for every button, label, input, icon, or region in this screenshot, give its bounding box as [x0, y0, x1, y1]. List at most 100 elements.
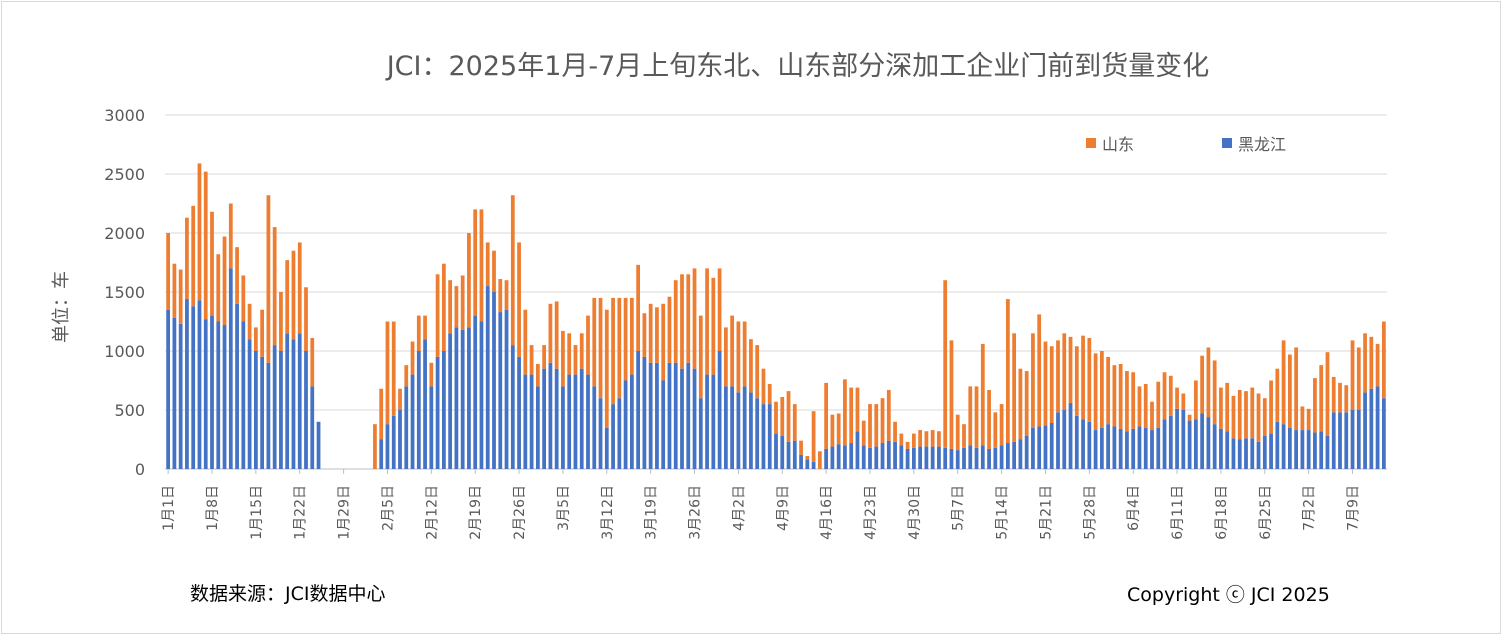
legend-item-heilongjiang: 黑龙江 — [1222, 131, 1286, 155]
bar-shandong — [460, 275, 465, 330]
y-tick-label: 1500 — [104, 283, 145, 302]
bar-heilongjiang — [1093, 430, 1098, 469]
bar-heilongjiang — [811, 461, 816, 469]
bar-heilongjiang — [592, 386, 597, 469]
bar-shandong — [692, 268, 697, 369]
x-tick-label: 6月4日 — [1126, 485, 1142, 531]
bar-shandong — [423, 315, 427, 340]
bar-shandong — [391, 321, 396, 416]
bar-heilongjiang — [1281, 424, 1286, 469]
bar-shandong — [1356, 347, 1361, 410]
bar-heilongjiang — [1287, 427, 1292, 469]
bar-shandong — [1212, 360, 1217, 425]
bar-shandong — [1018, 368, 1023, 440]
bar-heilongjiang — [1225, 431, 1230, 469]
bar-shandong — [1118, 363, 1123, 429]
bar-heilongjiang — [1300, 430, 1305, 469]
bar-heilongjiang — [611, 404, 615, 469]
bar-shandong — [1381, 321, 1386, 399]
bar-shandong — [937, 431, 941, 447]
bar-shandong — [886, 389, 891, 441]
bar-heilongjiang — [1262, 435, 1267, 469]
bar-shandong — [962, 424, 966, 448]
bar-shandong — [805, 456, 810, 460]
bar-shandong — [1275, 368, 1280, 422]
x-tick-label: 4月16日 — [819, 485, 835, 540]
bar-heilongjiang — [629, 374, 634, 469]
x-tick-label: 3月12日 — [600, 485, 616, 540]
bar-shandong — [479, 209, 484, 322]
bar-shandong — [529, 345, 534, 375]
bar-heilongjiang — [730, 386, 735, 469]
bar-shandong — [1137, 386, 1142, 427]
bar-heilongjiang — [717, 351, 722, 469]
bar-shandong — [241, 275, 246, 322]
bar-heilongjiang — [949, 448, 954, 469]
bar-heilongjiang — [253, 351, 258, 469]
bar-heilongjiang — [962, 447, 966, 469]
bar-shandong — [510, 195, 515, 346]
bar-shandong — [454, 286, 459, 328]
y-tick-label: 0 — [135, 460, 145, 479]
bar-shandong — [1187, 414, 1192, 421]
bar-shandong — [1250, 387, 1255, 439]
bar-heilongjiang — [1325, 435, 1330, 469]
bar-heilongjiang — [993, 447, 998, 469]
bar-shandong — [855, 387, 860, 432]
bar-shandong — [905, 441, 910, 449]
x-tick-label: 1月22日 — [293, 485, 309, 540]
y-tick-label: 1000 — [104, 342, 145, 361]
bar-heilongjiang — [792, 440, 797, 469]
x-tick-label: 7月2日 — [1302, 485, 1318, 531]
bar-heilongjiang — [1306, 430, 1311, 469]
bar-heilongjiang — [1081, 419, 1085, 469]
bar-heilongjiang — [799, 454, 803, 469]
bar-shandong — [604, 309, 609, 428]
bar-heilongjiang — [473, 315, 478, 469]
bar-heilongjiang — [1068, 402, 1073, 469]
bar-heilongjiang — [1049, 422, 1054, 469]
bar-shandong — [185, 217, 189, 300]
bar-shandong — [955, 414, 960, 451]
bar-shandong — [1112, 365, 1117, 427]
bar-heilongjiang — [1244, 438, 1248, 469]
bar-shandong — [1219, 387, 1223, 429]
bar-shandong — [448, 280, 453, 334]
bar-heilongjiang — [805, 459, 810, 469]
bar-shandong — [191, 205, 196, 307]
bar-heilongjiang — [272, 345, 277, 469]
bar-shandong — [554, 301, 559, 369]
x-tick-label: 4月2日 — [731, 485, 747, 531]
bar-shandong — [843, 379, 847, 446]
bar-shandong — [216, 254, 221, 322]
bar-shandong — [178, 269, 183, 324]
y-tick-label: 3000 — [104, 106, 145, 125]
bar-heilongjiang — [824, 448, 829, 469]
bar-shandong — [1313, 378, 1317, 433]
bar-heilongjiang — [523, 374, 528, 469]
bar-shandong — [291, 250, 296, 340]
bar-shandong — [548, 303, 553, 363]
bar-heilongjiang — [1331, 412, 1336, 469]
data-source: 数据来源：JCI数据中心 — [190, 583, 386, 605]
bar-shandong — [1099, 351, 1104, 428]
x-tick-label: 3月5日 — [556, 485, 572, 531]
bar-heilongjiang — [1212, 424, 1217, 469]
bar-heilongjiang — [686, 362, 691, 469]
bar-heilongjiang — [517, 356, 521, 469]
bar-heilongjiang — [385, 424, 390, 469]
bar-heilongjiang — [579, 368, 584, 469]
bar-shandong — [980, 343, 985, 446]
x-tick-label: 1月15日 — [249, 485, 265, 540]
legend-label-shandong: 山东 — [1102, 135, 1135, 154]
bar-heilongjiang — [586, 374, 590, 469]
bar-heilongjiang — [448, 333, 453, 469]
bar-heilongjiang — [598, 398, 603, 469]
bar-heilongjiang — [554, 368, 559, 469]
bar-shandong — [404, 365, 409, 387]
bar-heilongjiang — [880, 443, 885, 469]
bar-shandong — [1181, 393, 1186, 410]
bar-heilongjiang — [529, 374, 534, 469]
bar-shandong — [792, 404, 797, 441]
bar-shandong — [272, 227, 277, 346]
